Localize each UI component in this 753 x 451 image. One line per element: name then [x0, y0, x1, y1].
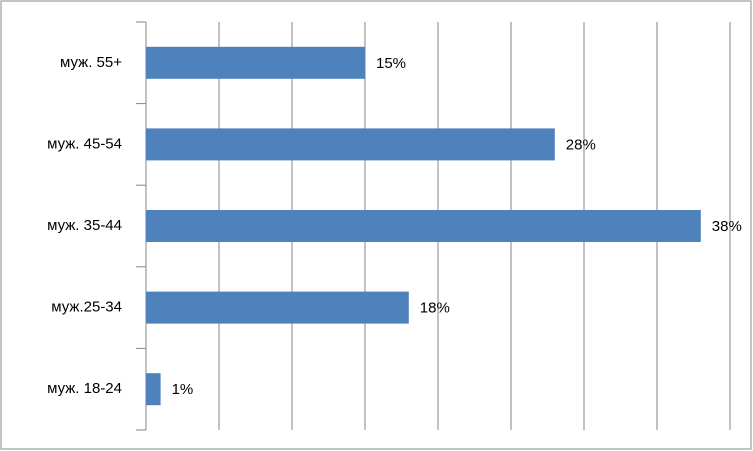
- bar: [146, 291, 409, 324]
- y-tick-label: муж. 55+: [60, 54, 122, 71]
- y-tick-label: муж. 35-44: [47, 217, 122, 234]
- value-label: 1%: [172, 381, 194, 398]
- bar: [146, 46, 365, 79]
- value-label: 28%: [566, 136, 596, 153]
- y-tick-label: муж. 18-24: [47, 380, 122, 397]
- value-label: 38%: [712, 218, 742, 235]
- value-label: 15%: [376, 55, 406, 72]
- bar: [146, 210, 701, 242]
- y-tick-label: муж.25-34: [51, 299, 122, 316]
- bar: [146, 128, 555, 161]
- bar: [146, 373, 161, 406]
- y-tick-label: муж. 45-54: [47, 135, 122, 152]
- value-label: 18%: [420, 300, 450, 317]
